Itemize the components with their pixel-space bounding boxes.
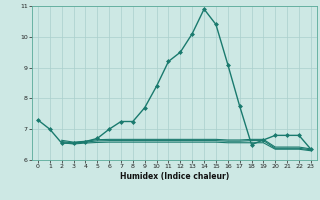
X-axis label: Humidex (Indice chaleur): Humidex (Indice chaleur)	[120, 172, 229, 181]
